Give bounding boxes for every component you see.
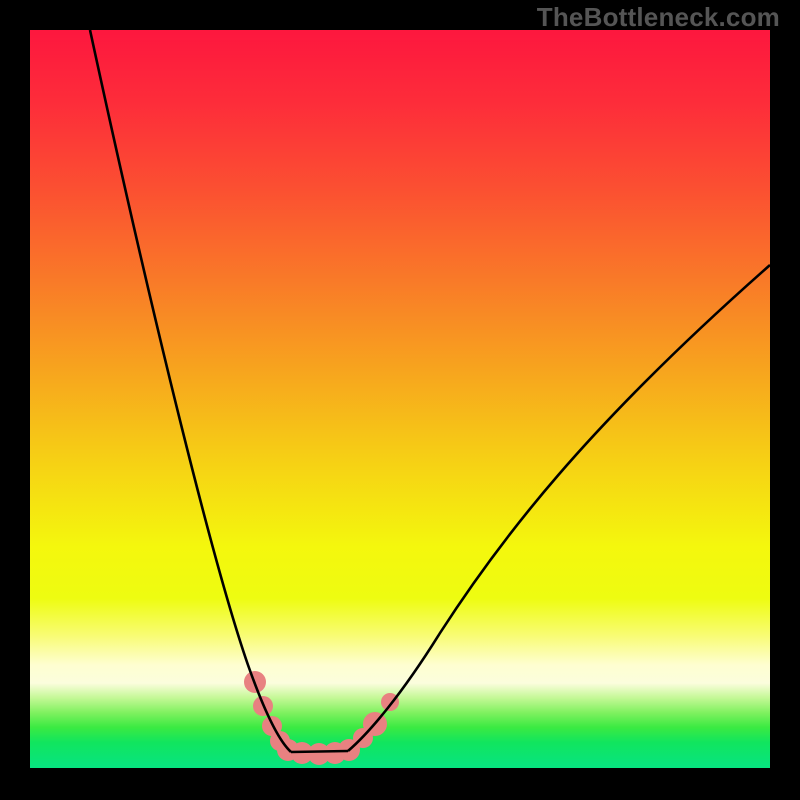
frame-border-bottom [0,768,800,800]
frame-border-left [0,0,30,800]
watermark-text: TheBottleneck.com [537,2,780,33]
chart-frame: TheBottleneck.com [0,0,800,800]
plot-area [30,30,770,768]
background-gradient [30,30,770,768]
frame-border-right [770,0,800,800]
